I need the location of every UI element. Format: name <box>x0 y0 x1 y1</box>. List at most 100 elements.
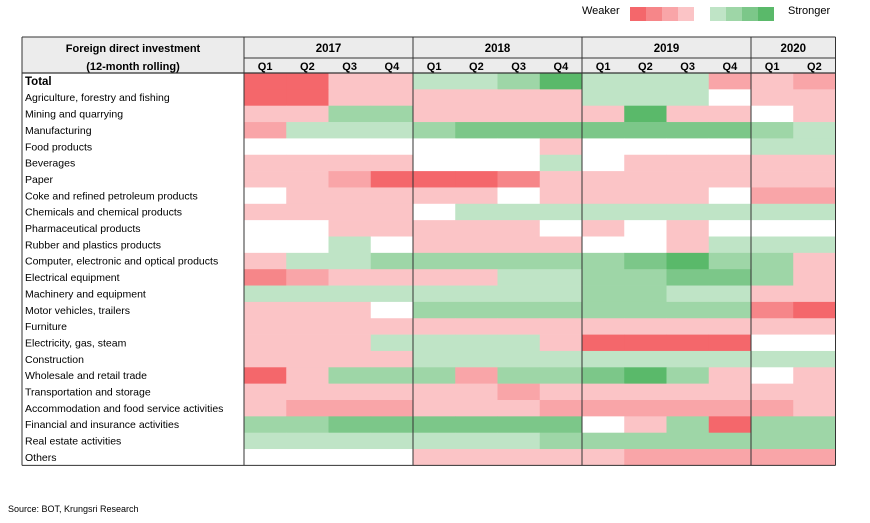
heatmap-cell <box>624 138 667 156</box>
heatmap-cell <box>666 203 710 221</box>
heatmap-cell <box>455 89 498 106</box>
heatmap-cell <box>497 220 541 237</box>
heatmap-cell <box>582 138 625 156</box>
heatmap-cell <box>497 367 541 384</box>
heatmap-cell <box>751 301 794 319</box>
heatmap-cell <box>286 432 329 450</box>
heatmap-cell <box>370 187 414 205</box>
heatmap-cell <box>244 171 287 188</box>
heatmap-cell <box>751 449 794 466</box>
heatmap-cell <box>413 383 456 401</box>
heatmap-cell <box>708 89 752 106</box>
heatmap-cell <box>666 138 710 156</box>
heatmap-cell <box>666 383 710 401</box>
heatmap-cell <box>455 73 498 90</box>
heatmap-cell <box>286 73 329 90</box>
heatmap-cell <box>370 367 414 384</box>
heatmap-cell <box>624 367 667 384</box>
heatmap-cell <box>244 400 287 417</box>
heatmap-cell <box>497 285 541 303</box>
heatmap-cell <box>455 269 498 286</box>
heatmap-cell <box>582 416 625 433</box>
heatmap-cell <box>793 350 836 368</box>
heatmap-cell <box>413 236 456 254</box>
row-label: Construction <box>25 354 84 366</box>
heatmap-cell <box>582 73 625 90</box>
heatmap-cell <box>328 154 372 172</box>
legend-swatch <box>758 7 774 21</box>
heatmap-cell <box>793 138 836 156</box>
row-label: Beverages <box>25 158 75 170</box>
heatmap-cell <box>497 122 541 139</box>
heatmap-cell <box>497 187 541 205</box>
heatmap-cell <box>539 383 583 401</box>
row-label: Electrical equipment <box>25 272 120 284</box>
heatmap-cell <box>497 269 541 286</box>
heatmap-cell <box>666 220 710 237</box>
heatmap-cell <box>244 187 287 205</box>
heatmap-cell <box>539 236 583 254</box>
heatmap-cell <box>497 416 541 433</box>
heatmap-cell <box>751 154 794 172</box>
heatmap-cell <box>244 416 287 433</box>
heatmap-cell <box>286 203 329 221</box>
heatmap-cell <box>497 252 541 270</box>
heatmap-cell <box>455 203 498 221</box>
heatmap-cell <box>455 400 498 417</box>
heatmap-cell <box>244 105 287 123</box>
heatmap-cell <box>793 171 836 188</box>
heatmap-cell <box>624 285 667 303</box>
heatmap-cell <box>624 449 667 466</box>
row-label: Chemicals and chemical products <box>25 207 182 219</box>
quarter-label: Q4 <box>554 61 570 73</box>
heatmap-cell <box>244 318 287 335</box>
heatmap-cell <box>370 122 414 139</box>
heatmap-cell <box>413 318 456 335</box>
heatmap-cell <box>666 122 710 139</box>
heatmap-cell <box>497 334 541 352</box>
heatmap-cell <box>624 252 667 270</box>
heatmap-cell <box>666 432 710 450</box>
heatmap-cell <box>370 318 414 335</box>
heatmap-cell <box>793 383 836 401</box>
heatmap-cell <box>624 171 667 188</box>
heatmap-cell <box>286 367 329 384</box>
heatmap-cell <box>413 334 456 352</box>
heatmap-cell <box>244 383 287 401</box>
heatmap-cell <box>708 367 752 384</box>
heatmap-cell <box>370 89 414 106</box>
heatmap-cell <box>286 269 329 286</box>
heatmap-cell <box>793 89 836 106</box>
heatmap-cell <box>666 367 710 384</box>
heatmap-cell <box>582 236 625 254</box>
heatmap-cell <box>244 449 287 466</box>
legend-swatch <box>694 7 710 21</box>
legend-swatch <box>710 7 726 21</box>
heatmap-cell <box>455 122 498 139</box>
heatmap-cell <box>286 334 329 352</box>
heatmap-cell <box>328 122 372 139</box>
heatmap-cell <box>582 449 625 466</box>
heatmap-cell <box>666 449 710 466</box>
heatmap-cell <box>244 301 287 319</box>
heatmap-cell <box>708 318 752 335</box>
heatmap-cell <box>751 220 794 237</box>
heatmap-cell <box>455 138 498 156</box>
heatmap-cell <box>413 350 456 368</box>
heatmap-cell <box>244 138 287 156</box>
heatmap-cell <box>793 301 836 319</box>
heatmap-cell <box>751 236 794 254</box>
heatmap-cell <box>370 334 414 352</box>
source-note: Source: BOT, Krungsri Research <box>8 504 139 514</box>
row-label: Transportation and storage <box>25 387 151 399</box>
year-label: 2018 <box>485 43 511 55</box>
heatmap-cell <box>539 285 583 303</box>
heatmap-cell <box>793 154 836 172</box>
heatmap-cell <box>624 122 667 139</box>
heatmap-cell <box>751 122 794 139</box>
heatmap-cell <box>328 350 372 368</box>
heatmap-cell <box>539 252 583 270</box>
heatmap-cell <box>286 138 329 156</box>
heatmap-cell <box>666 105 710 123</box>
heatmap-cell <box>328 318 372 335</box>
